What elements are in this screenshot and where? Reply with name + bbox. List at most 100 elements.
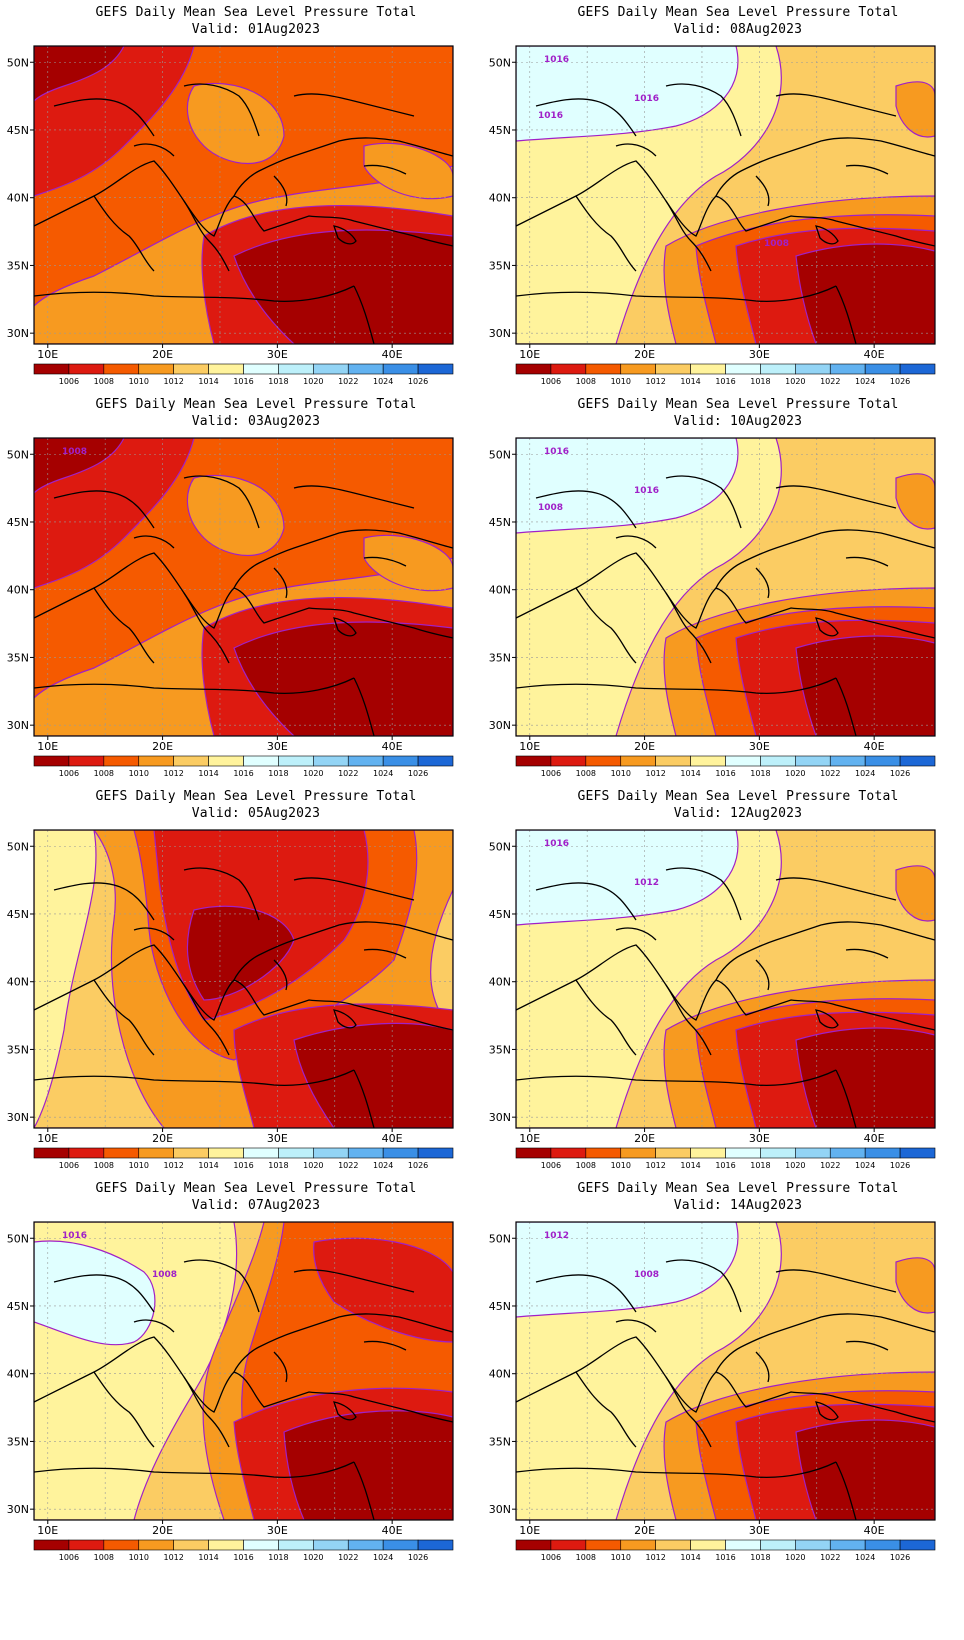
- lat-tick-label: 50N: [7, 840, 29, 853]
- colorbar-swatch: [690, 1147, 726, 1159]
- colorbar-swatch: [760, 755, 796, 767]
- colorbar-label: 1016: [233, 769, 253, 778]
- coastline: [93, 587, 155, 664]
- colorbar-label: 1020: [303, 1553, 323, 1562]
- colorbar-swatch: [829, 1539, 866, 1551]
- colorbar-swatch: [347, 1147, 384, 1159]
- lon-tick-label: 40E: [382, 348, 403, 361]
- colorbar-swatch: [515, 1147, 552, 1159]
- colorbar: 1006 1008 1010 1012 1014 1016 1018 1020 1022 1024…: [515, 1147, 936, 1170]
- colorbar-label: 1016: [715, 769, 735, 778]
- colorbar-label: 1020: [303, 1161, 323, 1170]
- lat-tick-label: 40N: [7, 584, 29, 597]
- pressure-band: [34, 830, 97, 1128]
- lat-tick-label: 30N: [489, 327, 511, 340]
- panel-title-text: GEFS Daily Mean Sea Level Pressure Total: [95, 5, 417, 20]
- colorbar-swatch: [515, 1539, 552, 1551]
- colorbar-label: 1024: [855, 377, 875, 386]
- colorbar-swatch: [173, 755, 209, 767]
- colorbar-label: 1022: [820, 377, 840, 386]
- lon-tick-label: 20E: [152, 740, 173, 753]
- colorbar-swatch: [278, 363, 314, 375]
- colorbar-swatch: [864, 1147, 901, 1159]
- colorbar-label: 1022: [820, 1553, 840, 1562]
- colorbar-swatch: [347, 755, 384, 767]
- colorbar-swatch: [760, 1147, 796, 1159]
- pressure-band: [34, 438, 125, 494]
- coastline: [665, 475, 742, 529]
- panel-valid-date: Valid: 10Aug2023: [673, 414, 803, 429]
- colorbar-label: 1008: [576, 769, 596, 778]
- lon-tick-label: 20E: [634, 1132, 655, 1145]
- lat-tick-label: 45N: [489, 1300, 511, 1313]
- panel-valid-date: Valid: 08Aug2023: [673, 22, 803, 37]
- contour-label: 1016: [544, 447, 569, 457]
- colorbar-swatch: [68, 755, 105, 767]
- colorbar-swatch: [417, 1539, 454, 1551]
- colorbar-swatch: [620, 755, 656, 767]
- pressure-band: [186, 905, 295, 1001]
- pressure-band: [795, 635, 935, 736]
- coastline: [665, 83, 742, 137]
- colorbar-label: 1024: [855, 769, 875, 778]
- coastline: [535, 882, 637, 921]
- coastline: [835, 285, 857, 344]
- colorbar-swatch: [33, 1147, 70, 1159]
- map-svg: 1016 1016 1016 1008 50N 45N 40N 35N 30N 10E 20E 30E…: [489, 45, 936, 386]
- map-panel-01aug: GEFS Daily Mean Sea Level Pressure Total…: [0, 0, 482, 410]
- colorbar-label: 1010: [611, 1553, 631, 1562]
- lat-tick-label: 50N: [7, 448, 29, 461]
- colorbar-label: 1010: [129, 1553, 149, 1562]
- colorbar-swatch: [103, 1147, 140, 1159]
- map-svg: 1016 1016 1008 50N 45N 40N 35N 30N 10E 20E 30E 40E 1…: [489, 437, 936, 778]
- coastline: [93, 979, 155, 1056]
- coastline: [815, 1009, 839, 1029]
- coastline: [353, 1461, 375, 1520]
- lat-tick-label: 50N: [489, 840, 511, 853]
- colorbar-swatch: [208, 755, 244, 767]
- pressure-band: [795, 1027, 935, 1128]
- coastline: [835, 1069, 857, 1128]
- colorbar-label: 1024: [855, 1553, 875, 1562]
- colorbar-swatch: [347, 1539, 384, 1551]
- lat-tick-label: 30N: [489, 1111, 511, 1124]
- contour-label: 1016: [538, 111, 563, 121]
- colorbar-swatch: [795, 1147, 831, 1159]
- coastline: [233, 921, 453, 981]
- coastline: [815, 225, 839, 245]
- colorbar-label: 1026: [890, 769, 910, 778]
- pressure-band: [895, 865, 935, 922]
- coastline: [93, 195, 155, 272]
- colorbar-label: 1006: [59, 769, 79, 778]
- coastlines: [34, 83, 453, 344]
- map-frame: [33, 45, 454, 345]
- colorbar-label: 1008: [576, 377, 596, 386]
- coastline: [183, 475, 260, 529]
- colorbar-label: 1016: [715, 377, 735, 386]
- lon-tick-label: 20E: [152, 1132, 173, 1145]
- lat-tick-label: 40N: [489, 1368, 511, 1381]
- lat-tick-label: 45N: [489, 124, 511, 137]
- lat-tick-label: 40N: [7, 192, 29, 205]
- panel-title: GEFS Daily Mean Sea Level Pressure Total…: [36, 4, 476, 38]
- panel-title-text: GEFS Daily Mean Sea Level Pressure Total: [95, 1181, 417, 1196]
- colorbar-label: 1016: [233, 1553, 253, 1562]
- coastline: [516, 1461, 837, 1478]
- coastline: [575, 1371, 637, 1448]
- coastline: [53, 490, 155, 529]
- coastline: [34, 1461, 355, 1478]
- contour-label: 1016: [634, 486, 659, 496]
- colorbar-label: 1012: [645, 377, 665, 386]
- coastline: [353, 677, 375, 736]
- coastline: [34, 160, 453, 247]
- coastline: [665, 867, 742, 921]
- lat-tick-label: 30N: [7, 327, 29, 340]
- lat-tick-label: 40N: [7, 1368, 29, 1381]
- colorbar-label: 1008: [94, 1161, 114, 1170]
- colorbar-swatch: [68, 1147, 105, 1159]
- pressure-field: [516, 1222, 935, 1520]
- colorbar-label: 1024: [373, 769, 393, 778]
- colorbar-label: 1022: [338, 1553, 358, 1562]
- pressure-field: [516, 46, 935, 344]
- colorbar: 1006 1008 1010 1012 1014 1016 1018 1020 1022 1024…: [33, 755, 454, 778]
